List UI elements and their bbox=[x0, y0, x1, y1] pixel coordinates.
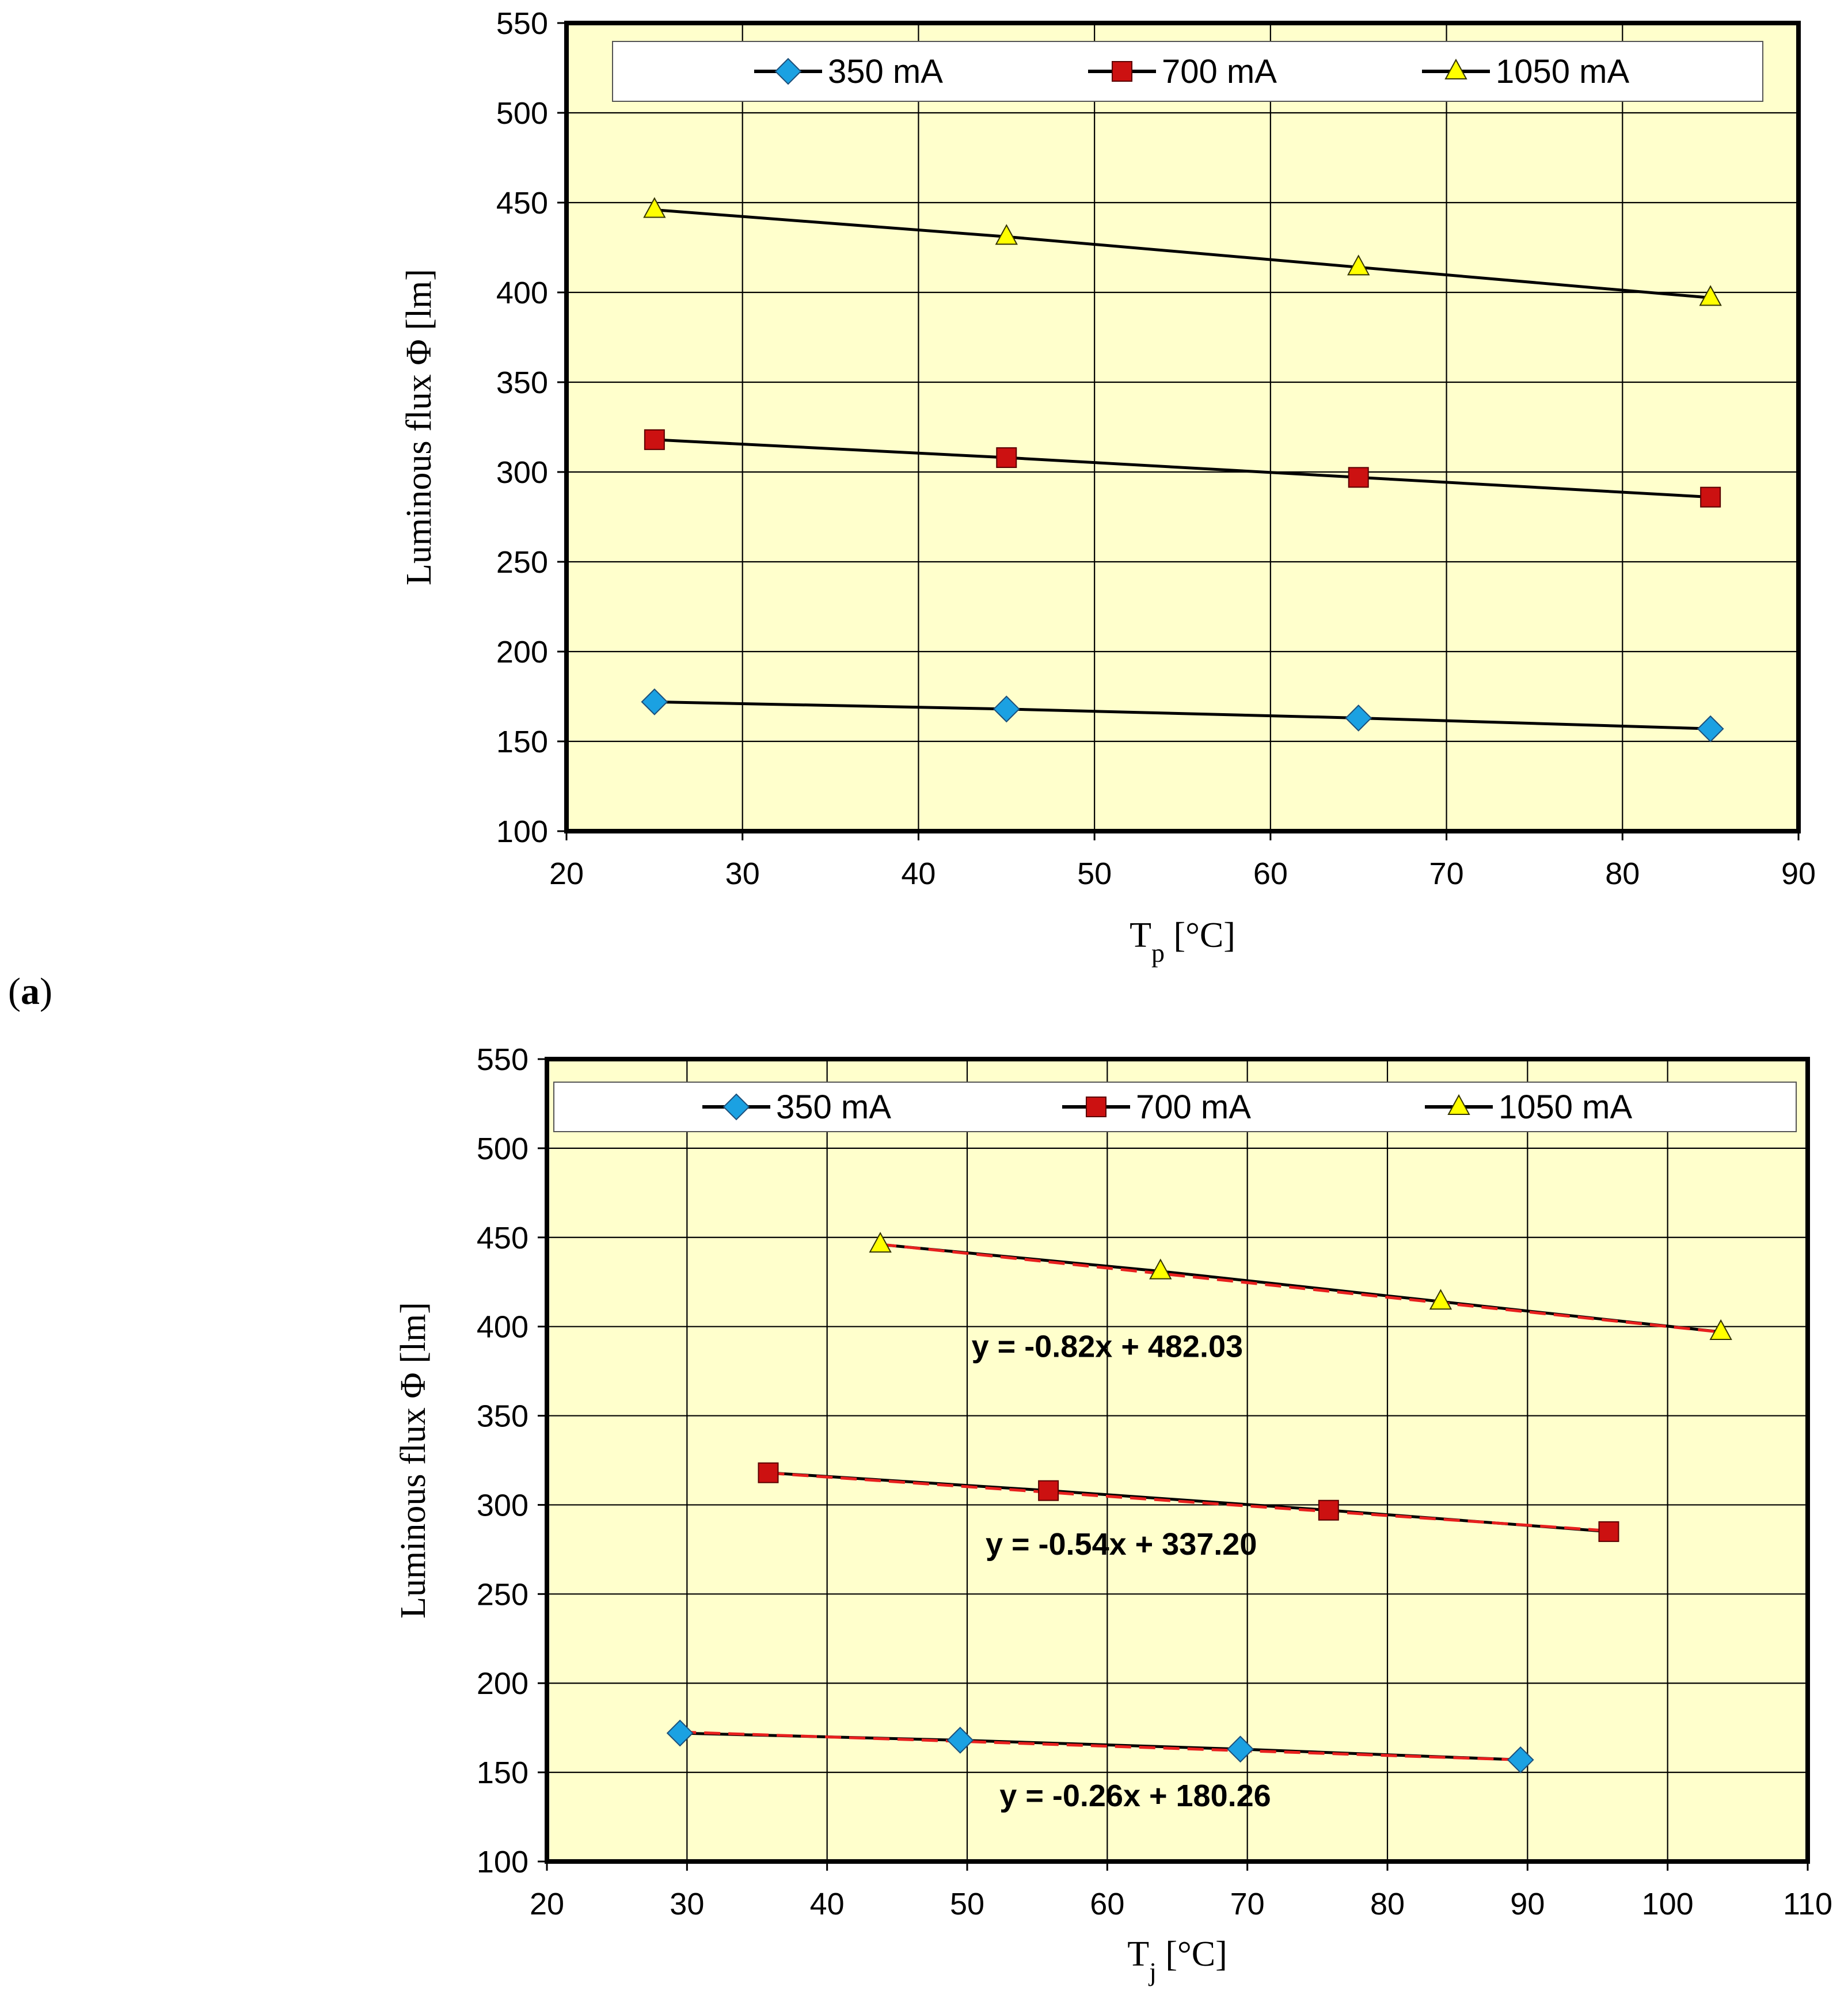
legend-label: 1050 mA bbox=[1499, 1088, 1632, 1126]
legend-label: 1050 mA bbox=[1496, 53, 1629, 90]
x-tick-label: 80 bbox=[1605, 856, 1640, 891]
y-tick-label: 150 bbox=[477, 1756, 528, 1790]
data-point-1050-ma bbox=[1429, 1289, 1452, 1310]
data-point-1050-ma bbox=[869, 1232, 892, 1253]
data-point-700-ma bbox=[1348, 467, 1369, 488]
data-point-700-ma bbox=[644, 429, 665, 450]
trendline-350-ma bbox=[680, 1730, 1521, 1761]
y-tick-label: 100 bbox=[496, 814, 548, 849]
x-tick-label: 60 bbox=[1253, 856, 1288, 891]
y-tick-label: 300 bbox=[477, 1488, 528, 1522]
legend-marker bbox=[774, 58, 802, 85]
y-tick-label: 450 bbox=[496, 186, 548, 220]
data-point-1050-ma bbox=[1709, 1319, 1732, 1340]
data-point-700-ma bbox=[1700, 486, 1721, 508]
plot-area bbox=[547, 1059, 1808, 1861]
x-axis-title: Tp [°C] bbox=[1130, 916, 1235, 968]
trendline-equation: y = -0.82x + 482.03 bbox=[972, 1329, 1243, 1364]
data-point-700-ma bbox=[758, 1462, 779, 1483]
data-point-1050-ma bbox=[995, 224, 1018, 245]
data-point-700-ma bbox=[996, 447, 1017, 469]
data-point-350-ma bbox=[1345, 705, 1372, 732]
data-point-350-ma bbox=[993, 695, 1020, 723]
legend-marker bbox=[1112, 61, 1132, 82]
y-tick-label: 150 bbox=[496, 725, 548, 759]
trendline-1050-ma bbox=[880, 1243, 1721, 1334]
legend-marker bbox=[1444, 58, 1467, 79]
x-tick-label: 70 bbox=[1429, 856, 1464, 891]
series-line-700-ma bbox=[654, 438, 1711, 499]
chart-a-flux-vs-tp: 100 150 200 250 300 350 400 450 500 550 20 30 40 50 60… bbox=[400, 6, 1816, 968]
legend-label: 700 mA bbox=[1136, 1088, 1251, 1126]
x-tick-label: 80 bbox=[1370, 1887, 1405, 1921]
x-tick-label: 30 bbox=[670, 1887, 704, 1921]
x-tick-label: 100 bbox=[1642, 1887, 1694, 1921]
y-tick-label: 500 bbox=[496, 96, 548, 131]
x-tick-label: 90 bbox=[1510, 1887, 1545, 1921]
plot-border bbox=[564, 21, 1801, 833]
y-tick-label: 550 bbox=[477, 1042, 528, 1077]
panel-label-a: (a) bbox=[8, 970, 52, 1012]
x-tick-label: 90 bbox=[1781, 856, 1816, 891]
series-line-350-ma bbox=[654, 700, 1711, 730]
data-point-350-ma bbox=[666, 1719, 694, 1747]
y-tick-label: 350 bbox=[477, 1399, 528, 1434]
data-point-700-ma bbox=[1038, 1480, 1059, 1501]
legend-marker bbox=[1086, 1097, 1106, 1117]
legend-label: 350 mA bbox=[828, 53, 943, 90]
x-tick-label: 20 bbox=[549, 856, 584, 891]
y-tick-label: 400 bbox=[496, 276, 548, 310]
y-tick-label: 200 bbox=[496, 635, 548, 669]
plot-border bbox=[545, 1057, 1810, 1864]
x-axis-title: Tj [°C] bbox=[1127, 1935, 1227, 1986]
y-tick-label: 450 bbox=[477, 1221, 528, 1255]
trendline-equation: y = -0.54x + 337.20 bbox=[986, 1527, 1257, 1562]
y-tick-label: 550 bbox=[496, 6, 548, 41]
data-point-700-ma bbox=[1318, 1499, 1339, 1521]
data-point-1050-ma bbox=[1149, 1258, 1172, 1280]
plot-area bbox=[566, 23, 1798, 831]
legend-marker bbox=[723, 1093, 750, 1121]
chart-b-flux-vs-tj: 100 150 200 250 300 350 400 450 500 550 20 30 40 50 60… bbox=[394, 1042, 1832, 1986]
trendline-700-ma bbox=[768, 1471, 1609, 1532]
data-point-1050-ma bbox=[1347, 254, 1370, 276]
x-tick-label: 40 bbox=[901, 856, 936, 891]
y-tick-label: 350 bbox=[496, 366, 548, 400]
x-tick-label: 40 bbox=[810, 1887, 845, 1921]
data-point-350-ma bbox=[641, 688, 668, 715]
data-point-350-ma bbox=[946, 1726, 974, 1754]
y-tick-label: 100 bbox=[477, 1845, 528, 1879]
data-point-350-ma bbox=[1697, 715, 1724, 743]
y-tick-label: 200 bbox=[477, 1666, 528, 1701]
x-tick-label: 70 bbox=[1230, 1887, 1265, 1921]
y-tick-label: 500 bbox=[477, 1132, 528, 1166]
data-point-350-ma bbox=[1507, 1746, 1534, 1773]
y-axis-title: Luminous flux Φ [lm] bbox=[400, 269, 439, 585]
x-tick-label: 110 bbox=[1783, 1887, 1832, 1921]
legend-label: 350 mA bbox=[776, 1088, 891, 1126]
y-axis-title: Luminous flux Φ [lm] bbox=[394, 1302, 433, 1619]
x-tick-label: 20 bbox=[530, 1887, 564, 1921]
x-tick-label: 50 bbox=[950, 1887, 984, 1921]
legend-marker bbox=[1447, 1094, 1470, 1115]
data-point-700-ma bbox=[1598, 1521, 1619, 1542]
x-tick-label: 30 bbox=[725, 856, 760, 891]
data-point-1050-ma bbox=[1699, 285, 1722, 306]
y-tick-label: 400 bbox=[477, 1310, 528, 1345]
data-point-350-ma bbox=[1227, 1735, 1254, 1763]
series-line-1050-ma bbox=[654, 208, 1711, 299]
y-tick-label: 250 bbox=[496, 545, 548, 580]
trendline-equation: y = -0.26x + 180.26 bbox=[999, 1779, 1271, 1813]
y-tick-label: 300 bbox=[496, 455, 548, 490]
y-tick-label: 250 bbox=[477, 1577, 528, 1612]
x-tick-label: 50 bbox=[1077, 856, 1112, 891]
legend-label: 700 mA bbox=[1162, 53, 1277, 90]
x-tick-label: 60 bbox=[1090, 1887, 1124, 1921]
data-point-1050-ma bbox=[643, 197, 666, 218]
